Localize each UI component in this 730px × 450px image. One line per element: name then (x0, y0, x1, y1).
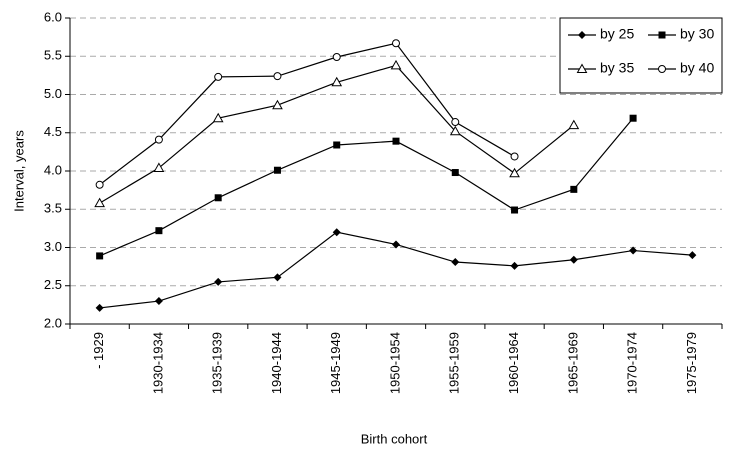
x-tick-label: 1975-1979 (684, 332, 699, 394)
point (510, 261, 519, 270)
point (510, 152, 519, 161)
point (154, 135, 163, 144)
y-tick-label: 5.5 (44, 48, 62, 63)
legend-marker (658, 65, 666, 73)
point (511, 206, 519, 214)
legend-marker (658, 31, 666, 39)
legend-label: by 35 (600, 60, 634, 76)
legend-label: by 30 (680, 26, 714, 42)
point (629, 114, 637, 122)
point (95, 180, 104, 189)
legend-label: by 25 (600, 26, 634, 42)
y-tick-label: 6.0 (44, 9, 62, 24)
point (214, 194, 222, 202)
x-tick-label: 1965-1969 (565, 332, 580, 394)
legend-marker (578, 31, 586, 39)
y-tick-label: 4.5 (44, 124, 62, 139)
point (214, 72, 223, 81)
x-tick-label: 1970-1974 (625, 332, 640, 394)
point (629, 246, 638, 255)
x-tick-label: 1930-1934 (150, 332, 165, 394)
legend-box (559, 17, 723, 94)
point (331, 76, 343, 87)
y-tick-label: 4.0 (44, 162, 62, 177)
y-tick-label: 3.5 (44, 201, 62, 216)
point (212, 112, 224, 123)
y-tick-label: 2.5 (44, 277, 62, 292)
x-axis-title: Birth cohort (361, 431, 428, 446)
x-tick-label: 1955-1959 (447, 332, 462, 394)
point (154, 297, 163, 306)
point (568, 119, 580, 130)
legend-marker (576, 63, 588, 73)
point (273, 273, 282, 282)
x-tick-label: 1940-1944 (269, 332, 284, 394)
point (95, 303, 104, 312)
y-tick-label: 2.0 (44, 315, 62, 330)
point (332, 53, 341, 62)
x-tick-label: 1935-1939 (210, 332, 225, 394)
point (155, 227, 163, 235)
point (688, 251, 697, 260)
point (332, 228, 341, 237)
x-tick-label: 1960-1964 (506, 332, 521, 394)
point (94, 197, 105, 208)
point (451, 169, 459, 177)
series-line (99, 117, 634, 257)
legend-label: by 40 (680, 60, 714, 76)
point (273, 166, 281, 174)
point (451, 258, 460, 267)
point (509, 167, 520, 178)
point (273, 72, 282, 81)
x-tick-label: 1950-1954 (387, 332, 402, 394)
y-tick-label: 3.0 (44, 239, 62, 254)
point (96, 252, 104, 260)
point (390, 59, 402, 70)
point (569, 255, 578, 264)
point (392, 39, 400, 48)
point (272, 99, 283, 110)
point (392, 240, 400, 249)
y-tick-label: 5.0 (44, 86, 62, 101)
x-tick-label: - 1929 (91, 332, 106, 369)
point (214, 277, 223, 286)
y-axis-title: Interval, years (11, 130, 26, 212)
point (392, 137, 400, 145)
point (451, 118, 460, 127)
x-tick-label: 1945-1949 (328, 332, 343, 394)
series-line (99, 42, 515, 186)
point (333, 141, 341, 149)
point (153, 162, 165, 172)
point (449, 125, 461, 136)
point (570, 185, 578, 193)
